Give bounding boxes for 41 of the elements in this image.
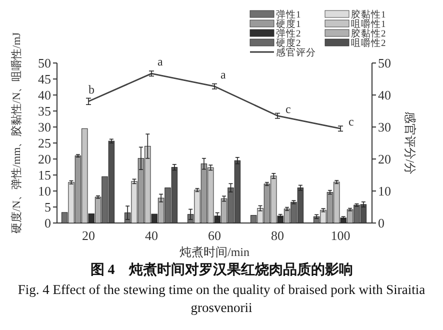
legend-label: 胶黏性1 xyxy=(351,8,386,20)
x-tick-label: 20 xyxy=(82,228,95,243)
y-tick-label: 10 xyxy=(38,184,51,198)
y-axis-title: 硬度/N、弹性/mm、胶黏性/N、咀嚼性/mJ xyxy=(10,32,23,234)
y2-tick-label: 40 xyxy=(378,88,391,102)
legend-label: 胶黏性2 xyxy=(351,28,386,40)
legend-label: 弹性2 xyxy=(276,28,301,40)
legend-label: 感官评分 xyxy=(276,46,316,58)
y-tick-label: 50 xyxy=(38,56,51,70)
x-tick-label: 80 xyxy=(271,228,284,243)
y2-tick-label: 50 xyxy=(378,56,391,70)
legend-label: 硬度1 xyxy=(276,18,301,30)
text: Fig. 4 Effect of the stewing time on the quality of braised pork with Siraitia grosvenorii xyxy=(18,282,426,315)
legend-label: 咀嚼性1 xyxy=(351,18,386,30)
y-tick-label: 40 xyxy=(38,88,51,102)
legend-label: 咀嚼性2 xyxy=(351,37,386,49)
annotation: a xyxy=(158,54,164,69)
legend-label: 硬度2 xyxy=(276,37,301,49)
x-tick-label: 100 xyxy=(330,228,350,243)
annotation: a xyxy=(220,67,226,82)
annotation: b xyxy=(88,82,94,96)
legend-label: 弹性1 xyxy=(276,8,301,20)
annotation: c xyxy=(348,114,354,129)
y2-tick-label: 20 xyxy=(378,152,391,166)
y-tick-label: 35 xyxy=(38,104,51,118)
y-tick-label: 5 xyxy=(44,200,51,214)
text: 图 4 炖煮时间对罗汉果红烧肉品质的影响 xyxy=(90,261,353,278)
x-axis-title: 炖煮时间/min xyxy=(179,245,250,259)
annotation: c xyxy=(286,102,291,116)
y-tick-label: 0 xyxy=(44,216,51,230)
y2-tick-label: 30 xyxy=(378,120,391,134)
y2-tick-label: 0 xyxy=(378,216,384,230)
y2-axis-title: 感官评分/分 xyxy=(403,111,417,175)
x-tick-label: 60 xyxy=(208,228,221,243)
y-tick-label: 30 xyxy=(38,120,51,134)
y2-tick-label: 10 xyxy=(378,184,391,198)
y-tick-label: 20 xyxy=(38,152,51,166)
y-tick-label: 45 xyxy=(38,72,51,86)
x-tick-label: 40 xyxy=(145,228,158,243)
y-tick-label: 25 xyxy=(38,136,51,150)
y-tick-label: 15 xyxy=(38,168,51,182)
